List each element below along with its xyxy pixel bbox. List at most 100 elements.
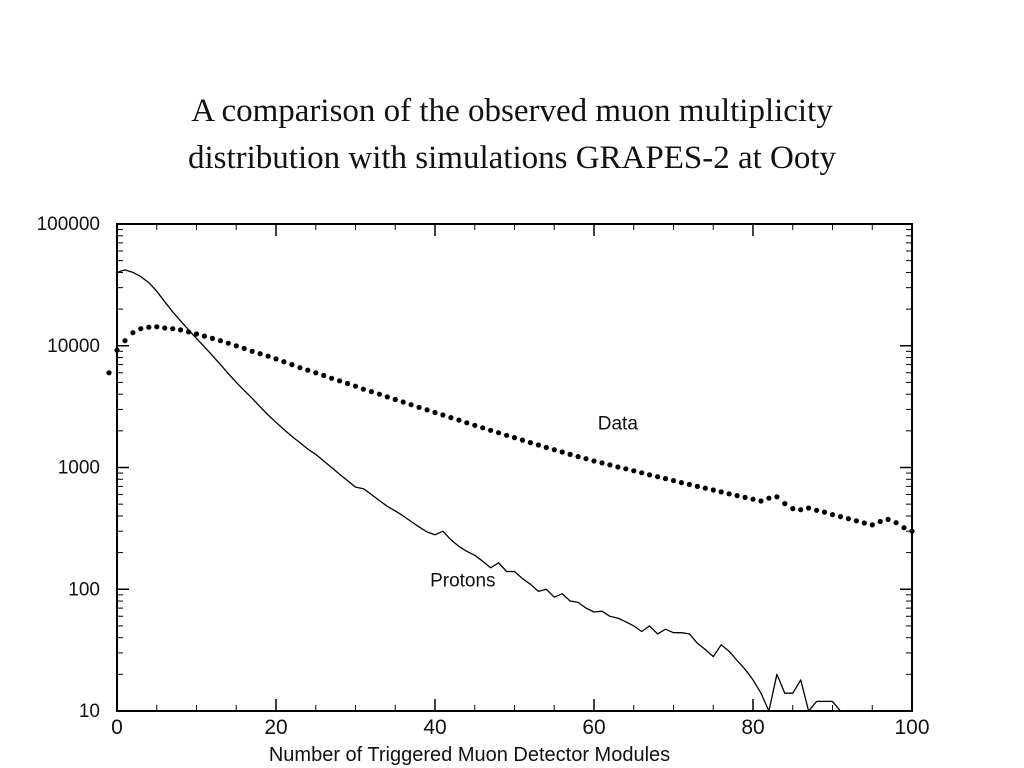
data-data-point bbox=[734, 493, 740, 499]
data-data-point bbox=[360, 386, 366, 392]
data-data-point bbox=[122, 338, 128, 344]
data-data-point bbox=[766, 495, 772, 501]
data-data-point bbox=[249, 348, 255, 354]
data-data-point bbox=[750, 496, 756, 502]
data-data-point bbox=[726, 491, 732, 497]
data-data-point bbox=[519, 437, 526, 443]
data-data-point bbox=[400, 399, 406, 405]
data-data-point bbox=[313, 370, 319, 376]
data-data-point bbox=[297, 365, 303, 371]
data-data-point bbox=[424, 407, 430, 413]
data-data-point bbox=[631, 468, 637, 474]
data-data-point bbox=[146, 324, 152, 330]
data-data-point bbox=[209, 335, 215, 341]
data-data-point bbox=[456, 417, 462, 423]
data-data-point bbox=[162, 325, 168, 331]
data-data-point bbox=[178, 327, 184, 333]
data-data-point bbox=[170, 326, 176, 332]
data-data-point bbox=[464, 420, 470, 426]
data-data-point bbox=[257, 351, 263, 357]
data-data-point bbox=[893, 520, 899, 526]
data-data-point bbox=[845, 516, 852, 522]
data-data-point bbox=[440, 412, 446, 418]
data-data-point bbox=[543, 444, 549, 451]
x-tick-label: 0 bbox=[111, 716, 123, 739]
slide-title: A comparison of the observed muon multip… bbox=[0, 88, 1024, 182]
plot-frame bbox=[116, 223, 913, 712]
x-axis-title: Number of Triggered Muon Detector Module… bbox=[269, 744, 670, 766]
data-data-point bbox=[321, 372, 327, 379]
data-data-point bbox=[615, 464, 621, 470]
data-data-point bbox=[702, 485, 708, 491]
data-data-point bbox=[273, 356, 279, 362]
data-data-point bbox=[583, 456, 589, 462]
data-data-point bbox=[344, 380, 351, 387]
data-data-point bbox=[496, 430, 502, 436]
x-tick-label: 20 bbox=[264, 716, 287, 739]
data-data-point bbox=[639, 470, 645, 476]
data-data-point bbox=[352, 383, 359, 389]
data-data-point bbox=[376, 391, 382, 397]
slide-title-line-1: A comparison of the observed muon multip… bbox=[191, 93, 833, 129]
data-data-point bbox=[305, 367, 311, 373]
data-data-point bbox=[567, 451, 573, 457]
data-data-point bbox=[686, 481, 693, 488]
data-data-point bbox=[201, 333, 207, 339]
data-data-point bbox=[488, 427, 494, 433]
y-tick-label: 100000 bbox=[37, 214, 100, 235]
data-data-point bbox=[877, 518, 883, 525]
data-data-point bbox=[655, 474, 661, 480]
data-data-point bbox=[416, 404, 422, 410]
data-data-point bbox=[623, 466, 629, 472]
y-tick-label: 1000 bbox=[58, 458, 100, 479]
data-data-point bbox=[114, 347, 120, 353]
data-data-point bbox=[281, 359, 287, 365]
data-data-point bbox=[392, 396, 398, 403]
data-data-point bbox=[829, 511, 836, 518]
y-tick-label: 10 bbox=[79, 701, 100, 722]
y-tick-label: 10000 bbox=[47, 336, 100, 357]
protons-series-label: Protons bbox=[430, 571, 495, 592]
data-data-point bbox=[670, 478, 677, 484]
x-tick-label: 100 bbox=[894, 716, 929, 739]
data-data-point bbox=[575, 454, 581, 460]
data-data-point bbox=[678, 480, 685, 486]
data-data-point bbox=[368, 389, 374, 395]
data-data-point bbox=[790, 506, 796, 512]
slide-title-line-2: distribution with simulations GRAPES-2 a… bbox=[187, 140, 837, 176]
data-data-point bbox=[853, 518, 860, 524]
data-data-point bbox=[909, 528, 915, 534]
data-data-point bbox=[193, 331, 200, 337]
data-data-point bbox=[130, 330, 136, 336]
data-data-point bbox=[798, 507, 804, 513]
data-data-point bbox=[814, 507, 820, 513]
data-data-point bbox=[806, 505, 812, 511]
data-data-point bbox=[742, 494, 748, 500]
data-data-point bbox=[472, 422, 478, 428]
data-data-point bbox=[384, 394, 390, 400]
data-data-point bbox=[551, 447, 557, 453]
data-data-point bbox=[432, 409, 438, 416]
data-data-point bbox=[821, 509, 828, 515]
x-tick-label: 80 bbox=[741, 716, 764, 739]
data-data-point bbox=[694, 483, 701, 489]
data-data-point bbox=[885, 516, 891, 523]
data-data-point bbox=[217, 338, 223, 344]
data-data-point bbox=[241, 345, 247, 352]
x-tick-label: 60 bbox=[582, 716, 605, 739]
data-data-point bbox=[837, 514, 844, 520]
chart-axes bbox=[116, 223, 913, 712]
chart-labels: 10 100 1000 10000 100000 0 20 40 60 80 100 Data Prot… bbox=[37, 214, 930, 766]
data-data-point bbox=[607, 462, 613, 468]
data-data-point bbox=[154, 324, 160, 330]
data-data-point bbox=[233, 343, 239, 349]
data-data-point bbox=[329, 375, 335, 381]
data-data-point bbox=[869, 522, 875, 528]
data-data-point bbox=[527, 440, 534, 446]
data-data-point bbox=[599, 460, 605, 466]
chart-series bbox=[106, 269, 915, 712]
data-data-point bbox=[408, 402, 414, 408]
data-data-point bbox=[448, 415, 454, 421]
data-data-point bbox=[782, 501, 788, 507]
